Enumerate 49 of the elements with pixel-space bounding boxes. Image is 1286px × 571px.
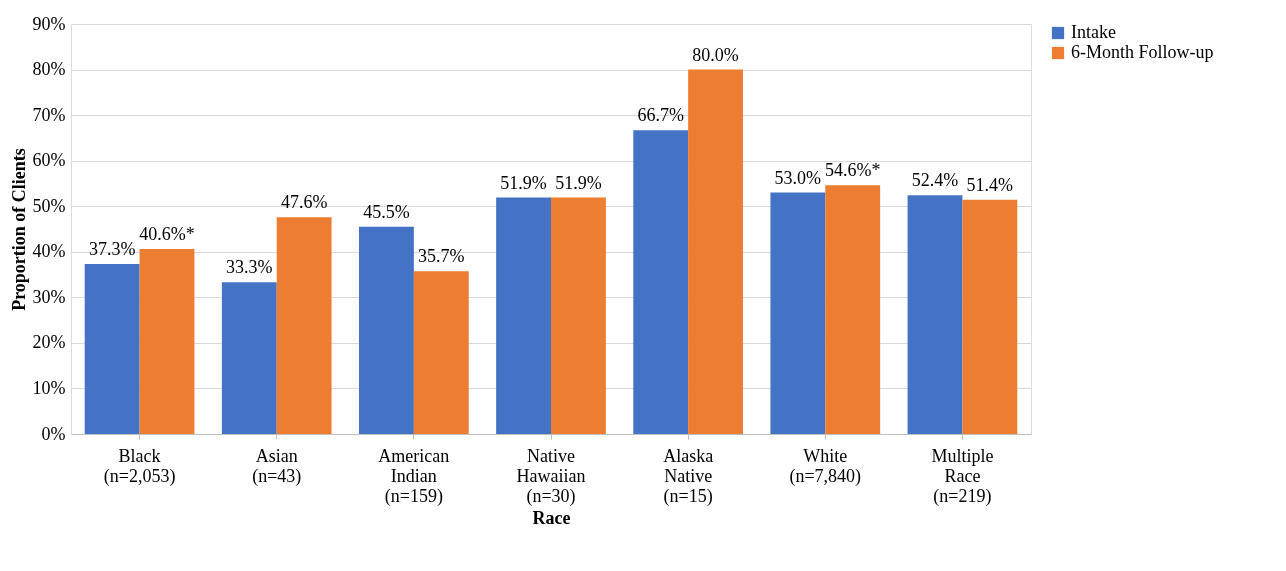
bar xyxy=(276,217,332,434)
data-label: 53.0% xyxy=(774,167,822,188)
x-tick-label: Black (n=2,053) xyxy=(103,445,176,487)
x-tick-label: Native Hawaiian (n=30) xyxy=(516,445,586,507)
bar xyxy=(496,197,551,434)
data-label: 52.4% xyxy=(911,170,959,191)
bar xyxy=(825,185,881,434)
y-tick-label: 0% xyxy=(41,423,66,444)
data-label: 66.7% xyxy=(637,105,684,126)
data-label: 40.6%* xyxy=(139,224,195,245)
data-label: 47.6% xyxy=(280,192,328,213)
data-label: 54.6%* xyxy=(824,160,881,181)
bar xyxy=(413,271,469,434)
bar xyxy=(84,264,140,434)
bar xyxy=(221,282,277,434)
bar xyxy=(139,249,195,434)
x-tick-label: Multiple Race (n=219) xyxy=(931,445,994,507)
data-label: 80.0% xyxy=(692,44,739,65)
y-tick-label: 70% xyxy=(32,104,66,125)
y-tick-label: 50% xyxy=(32,195,66,216)
bar xyxy=(962,199,1018,434)
y-tick-label: 30% xyxy=(32,286,66,307)
data-label: 51.9% xyxy=(555,172,602,193)
data-label: 51.4% xyxy=(966,174,1014,195)
data-label: 33.3% xyxy=(226,257,273,278)
bar xyxy=(359,226,414,434)
bar xyxy=(551,197,606,434)
data-label: 51.9% xyxy=(500,172,547,193)
y-axis-title: Proportion of Clients xyxy=(8,148,29,311)
x-axis-title: Race xyxy=(532,507,571,528)
y-tick-label: 10% xyxy=(32,377,66,398)
x-tick-label: White (n=7,840) xyxy=(789,445,862,487)
y-tick-label: 60% xyxy=(32,150,66,171)
x-tick-label: Alaska Native (n=15) xyxy=(663,445,714,507)
y-tick-label: 40% xyxy=(32,241,66,262)
legend-label: 6-Month Follow-up xyxy=(1071,42,1214,62)
y-tick-label: 90% xyxy=(32,13,66,34)
x-tick-label: Asian (n=43) xyxy=(252,445,302,487)
data-label: 45.5% xyxy=(363,201,410,222)
legend-label: Intake xyxy=(1071,22,1116,42)
bar xyxy=(770,192,826,434)
bar xyxy=(688,69,743,434)
y-tick-label: 20% xyxy=(32,332,66,353)
x-tick-label: American Indian (n=159) xyxy=(378,445,450,507)
bar xyxy=(633,130,689,434)
y-tick-label: 80% xyxy=(32,59,66,80)
bar xyxy=(907,195,963,434)
data-label: 35.7% xyxy=(418,246,465,267)
data-label: 37.3% xyxy=(88,239,136,260)
